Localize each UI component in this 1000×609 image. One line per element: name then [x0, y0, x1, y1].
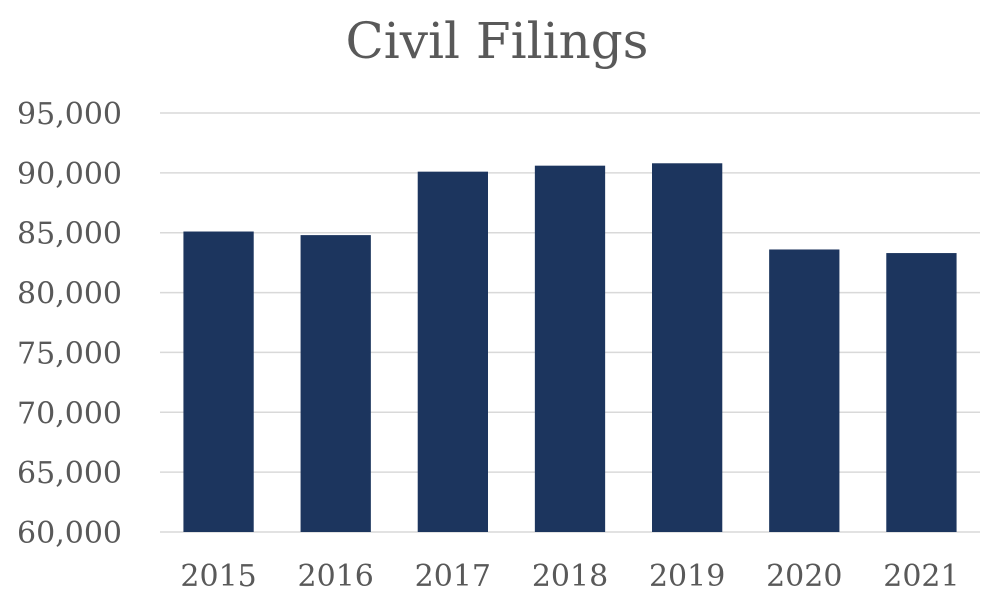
bar-2017 — [417, 171, 488, 532]
x-tick-label: 2021 — [883, 559, 959, 594]
y-tick-label: 70,000 — [17, 396, 122, 431]
y-axis: 60,000 65,000 70,000 75,000 80,000 85,000 90,0… — [17, 97, 122, 551]
bar-2016 — [300, 235, 371, 532]
x-tick-label: 2020 — [766, 559, 842, 594]
bars — [183, 163, 957, 532]
bar-2021 — [886, 253, 957, 532]
x-tick-label: 2017 — [415, 559, 491, 594]
x-tick-label: 2016 — [298, 559, 374, 594]
bar-2020 — [769, 249, 840, 532]
y-tick-label: 75,000 — [17, 336, 122, 371]
chart-title: Civil Filings — [346, 12, 649, 70]
x-axis: 2015 2016 2017 2018 2019 2020 2021 — [180, 559, 959, 594]
y-tick-label: 80,000 — [17, 277, 122, 312]
y-tick-label: 95,000 — [17, 97, 122, 132]
y-tick-label: 60,000 — [17, 516, 122, 551]
x-tick-label: 2015 — [180, 559, 256, 594]
x-tick-label: 2018 — [532, 559, 608, 594]
bar-2015 — [183, 231, 254, 532]
bar-2018 — [534, 165, 606, 532]
bar-2019 — [652, 163, 723, 532]
y-tick-label: 85,000 — [17, 217, 122, 252]
y-tick-label: 65,000 — [17, 456, 122, 491]
x-tick-label: 2019 — [649, 559, 725, 594]
y-tick-label: 90,000 — [17, 157, 122, 192]
